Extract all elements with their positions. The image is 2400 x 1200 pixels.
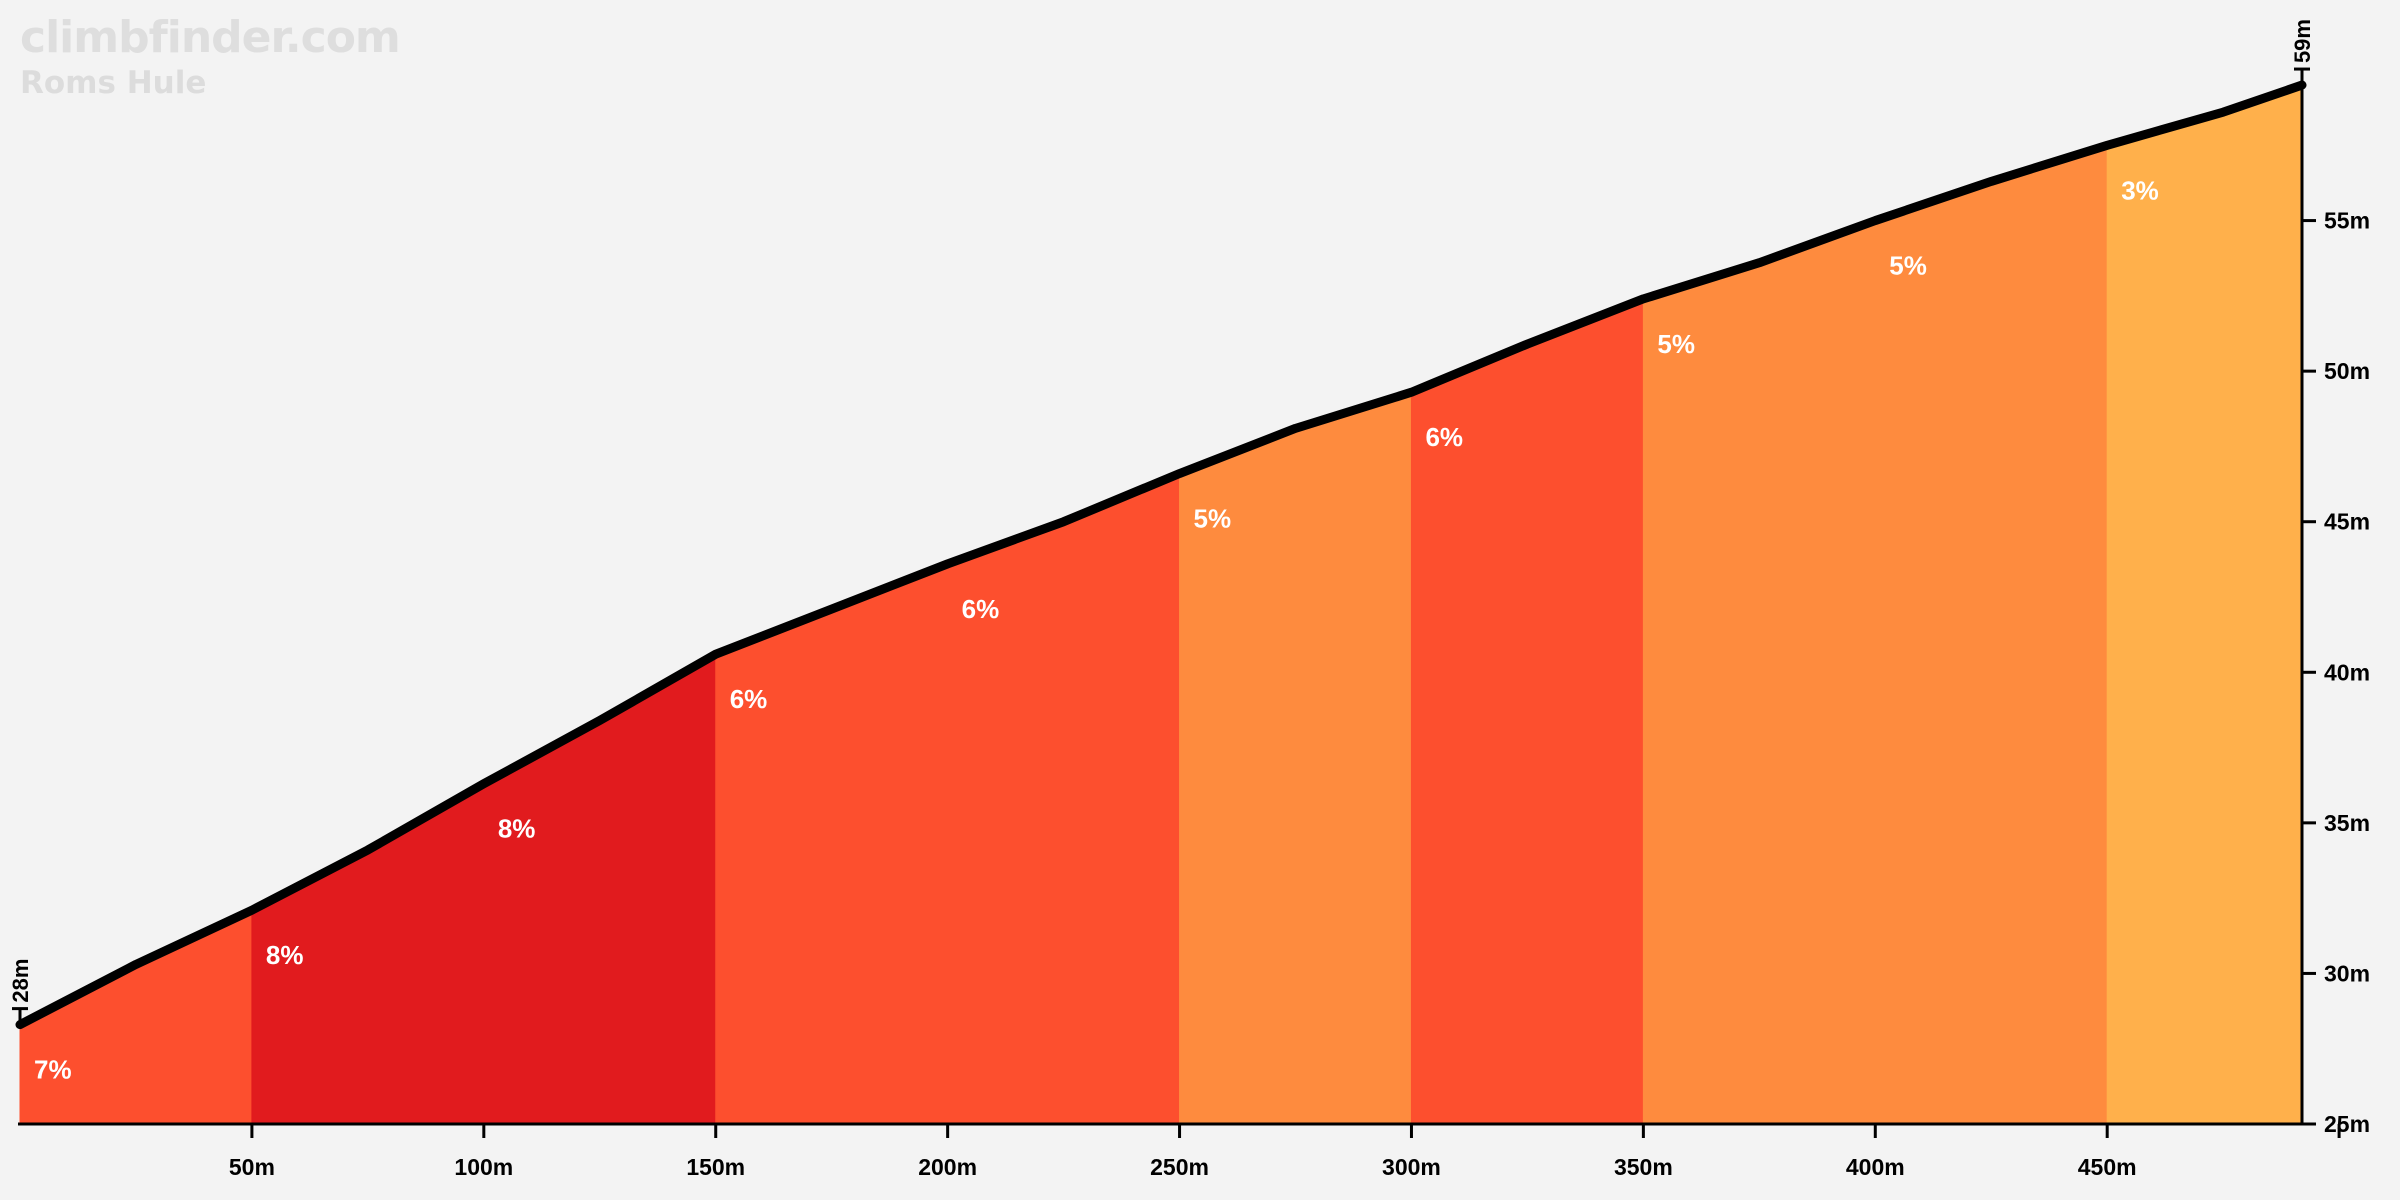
y-tick-label-25: 25m: [2324, 1111, 2370, 1137]
gradient-label-10: 3%: [2121, 175, 2159, 205]
gradient-segment-4: [1179, 391, 1412, 1125]
x-tick-label-300: 300m: [1382, 1154, 1441, 1180]
gradient-label-5: 6%: [962, 594, 1000, 624]
start-elevation-label: 28m: [8, 959, 33, 1003]
gradient-label-2: 8%: [266, 940, 304, 970]
site-name: climbfinder.com: [20, 12, 401, 63]
x-tick-label-50: 50m: [229, 1154, 275, 1180]
gradient-label-6: 5%: [1194, 504, 1232, 534]
gradient-segment-6: [1642, 144, 2108, 1125]
gradient-segment-3: [715, 472, 1181, 1125]
x-tick-label-250: 250m: [1150, 1154, 1209, 1180]
gradient-label-1: 7%: [34, 1055, 72, 1085]
y-tick-label-40: 40m: [2324, 659, 2370, 685]
y-tick-label-30: 30m: [2324, 960, 2370, 986]
x-tick-label-400: 400m: [1846, 1154, 1905, 1180]
end-elevation-label: 59m: [2290, 19, 2315, 63]
gradient-segment-2: [251, 653, 717, 1125]
x-tick-label-150: 150m: [686, 1154, 745, 1180]
x-tick-label-100: 100m: [454, 1154, 513, 1180]
profile-line: [15, 80, 2307, 1030]
x-tick-label-350: 350m: [1614, 1154, 1673, 1180]
climb-name: Roms Hule: [20, 65, 207, 101]
gradient-segment-1: [19, 909, 253, 1125]
y-tick-label-35: 35m: [2324, 810, 2370, 836]
gradient-label-9: 5%: [1889, 251, 1927, 281]
gradient-label-4: 6%: [730, 684, 768, 714]
gradient-label-3: 8%: [498, 814, 536, 844]
gradient-label-8: 5%: [1657, 329, 1695, 359]
gradient-segment-7: [2106, 84, 2303, 1125]
y-tick-label-45: 45m: [2324, 509, 2370, 535]
y-tick-label-50: 50m: [2324, 358, 2370, 384]
y-tick-label-55: 55m: [2324, 208, 2370, 234]
x-tick-label-450: 450m: [2078, 1154, 2137, 1180]
x-tick-label-200: 200m: [918, 1154, 977, 1180]
gradient-label-7: 6%: [1425, 422, 1463, 452]
